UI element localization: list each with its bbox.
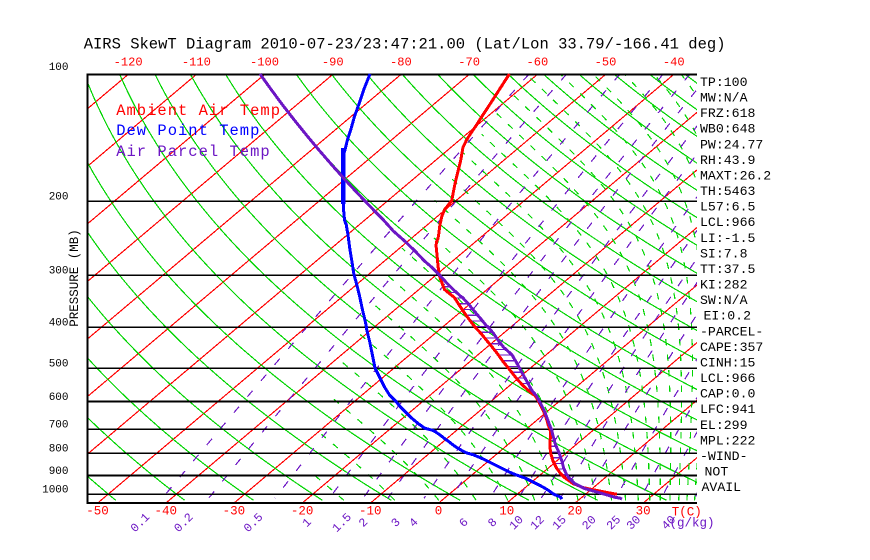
svg-text:20: 20 bbox=[567, 505, 582, 519]
svg-text:800: 800 bbox=[49, 444, 69, 456]
svg-text:-40: -40 bbox=[154, 505, 177, 519]
svg-text:30: 30 bbox=[636, 505, 651, 519]
svg-text:MW:N/A: MW:N/A bbox=[700, 91, 748, 106]
svg-text:TH:5463: TH:5463 bbox=[700, 184, 755, 199]
svg-text:-WIND-: -WIND- bbox=[700, 449, 747, 464]
svg-text:900: 900 bbox=[49, 466, 69, 478]
svg-text:CAPE:357: CAPE:357 bbox=[700, 340, 763, 355]
svg-text:-50: -50 bbox=[595, 55, 617, 69]
svg-text:RH:43.9: RH:43.9 bbox=[700, 153, 755, 168]
svg-text:600: 600 bbox=[49, 392, 69, 404]
svg-text:FRZ:618: FRZ:618 bbox=[700, 106, 755, 121]
svg-text:Air Parcel Temp: Air Parcel Temp bbox=[116, 143, 271, 161]
svg-text:500: 500 bbox=[49, 359, 69, 371]
svg-text:1000: 1000 bbox=[42, 485, 68, 497]
svg-text:TP:100: TP:100 bbox=[700, 75, 748, 90]
svg-text:CAP:0.0: CAP:0.0 bbox=[700, 387, 755, 402]
svg-text:-10: -10 bbox=[359, 505, 382, 519]
svg-text:LFC:941: LFC:941 bbox=[700, 402, 755, 417]
svg-text:(g/kg): (g/kg) bbox=[669, 517, 714, 531]
svg-text:MAXT:26.2: MAXT:26.2 bbox=[700, 168, 771, 183]
svg-text:-30: -30 bbox=[223, 505, 246, 519]
svg-text:EI:0.2: EI:0.2 bbox=[704, 309, 751, 324]
svg-text:0: 0 bbox=[435, 505, 443, 519]
svg-text:-40: -40 bbox=[663, 55, 685, 69]
svg-text:EL:299: EL:299 bbox=[700, 418, 747, 433]
svg-text:-70: -70 bbox=[458, 55, 480, 69]
svg-text:-80: -80 bbox=[390, 55, 412, 69]
svg-text:T(C): T(C) bbox=[672, 506, 702, 520]
svg-text:-100: -100 bbox=[250, 55, 279, 69]
svg-text:SI:7.8: SI:7.8 bbox=[700, 246, 748, 261]
svg-text:400: 400 bbox=[49, 318, 69, 330]
svg-text:LCL:966: LCL:966 bbox=[700, 371, 755, 386]
svg-text:300: 300 bbox=[49, 266, 69, 278]
svg-text:PRESSURE (MB): PRESSURE (MB) bbox=[68, 229, 82, 327]
svg-text:MPL:222: MPL:222 bbox=[700, 433, 755, 448]
svg-text:WB0:648: WB0:648 bbox=[700, 122, 755, 137]
svg-text:10: 10 bbox=[499, 505, 514, 519]
svg-text:PW:24.77: PW:24.77 bbox=[700, 137, 763, 152]
svg-text:-20: -20 bbox=[291, 505, 314, 519]
svg-text:-110: -110 bbox=[182, 55, 211, 69]
svg-text:L57:6.5: L57:6.5 bbox=[700, 200, 755, 215]
svg-text:100: 100 bbox=[49, 62, 69, 74]
svg-text:NOT: NOT bbox=[705, 465, 729, 480]
svg-text:-PARCEL-: -PARCEL- bbox=[700, 324, 763, 339]
svg-text:-50: -50 bbox=[86, 505, 109, 519]
svg-text:AIRS SkewT Diagram 2010-07-23/: AIRS SkewT Diagram 2010-07-23/23:47:21.0… bbox=[84, 36, 726, 54]
svg-text:-120: -120 bbox=[114, 55, 143, 69]
svg-text:200: 200 bbox=[49, 192, 69, 204]
svg-text:AVAIL: AVAIL bbox=[702, 480, 742, 495]
svg-text:-60: -60 bbox=[526, 55, 548, 69]
svg-text:CINH:15: CINH:15 bbox=[700, 355, 755, 370]
svg-text:-90: -90 bbox=[322, 55, 344, 69]
svg-text:LI:-1.5: LI:-1.5 bbox=[700, 231, 755, 246]
svg-text:Dew Point Temp: Dew Point Temp bbox=[116, 122, 260, 140]
svg-text:700: 700 bbox=[49, 420, 69, 432]
svg-text:TT:37.5: TT:37.5 bbox=[700, 262, 755, 277]
svg-text:LCL:966: LCL:966 bbox=[700, 215, 755, 230]
svg-text:Ambient Air Temp: Ambient Air Temp bbox=[116, 102, 281, 120]
svg-text:KI:282: KI:282 bbox=[700, 278, 747, 293]
svg-text:SW:N/A: SW:N/A bbox=[700, 293, 748, 308]
